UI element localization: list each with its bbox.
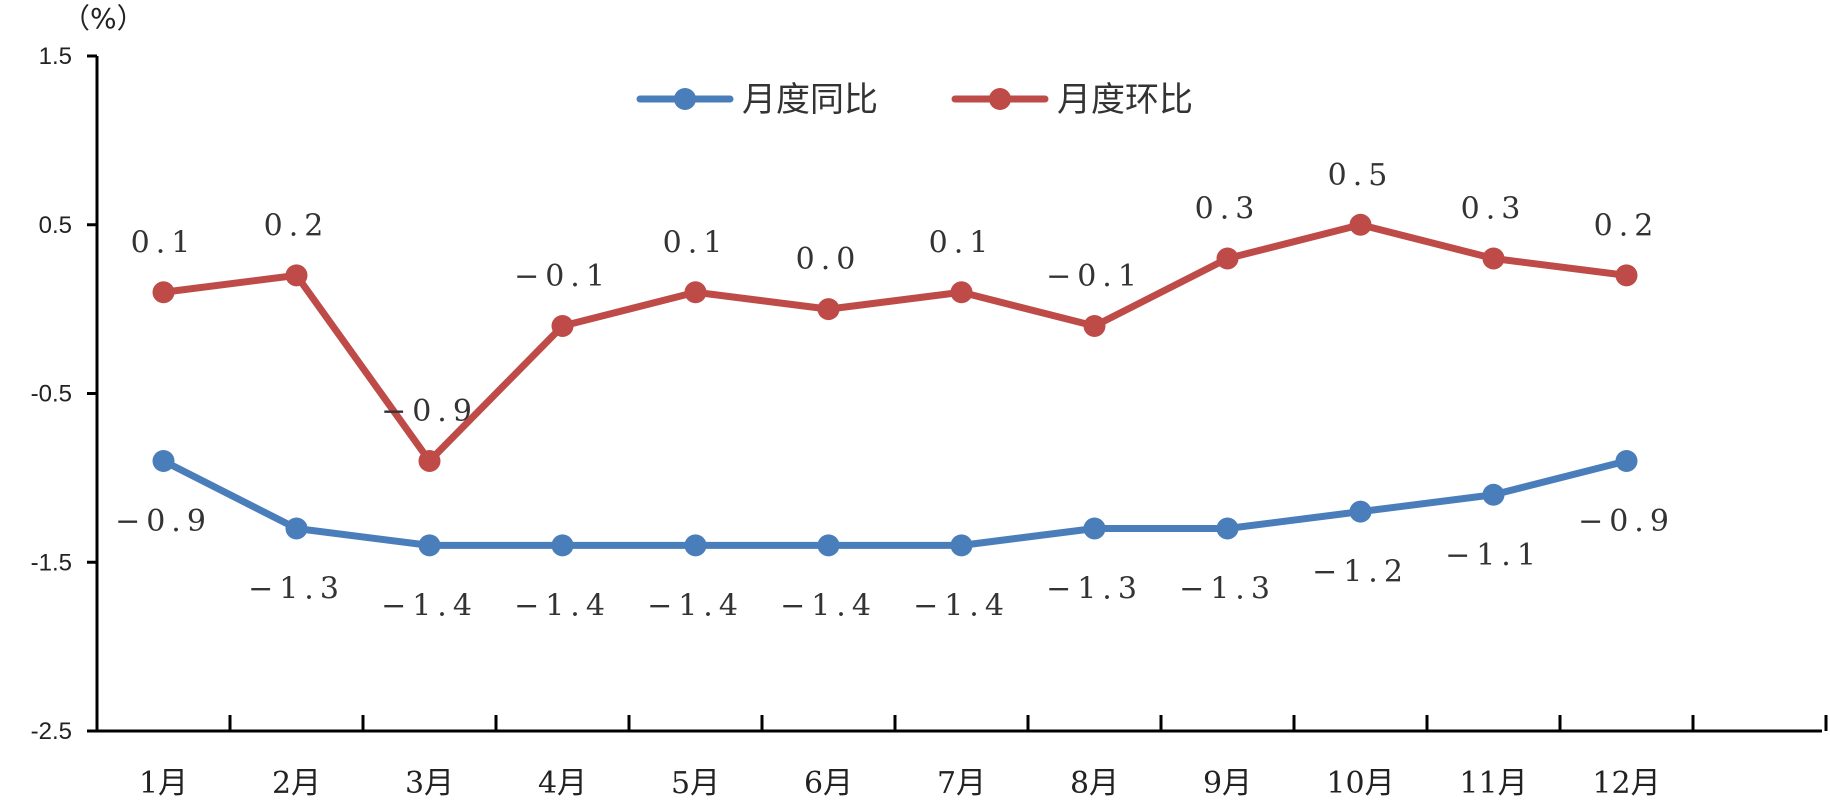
series-2-point	[684, 281, 707, 304]
y-tick-label: -2.5	[31, 718, 72, 745]
x-tick-label: 10月	[1326, 766, 1394, 801]
x-tick-labels: 1月 2月 3月 4月 5月 6月 7月 8月 9月 10月 11月 12月	[139, 766, 1661, 801]
series-2-point	[418, 450, 441, 472]
series-line-2	[160, 221, 1630, 465]
series-2-point	[950, 281, 973, 304]
series-1-data-label: −1.4	[780, 588, 877, 623]
legend: 月度同比 月度环比	[636, 80, 1193, 120]
y-tick-label: -0.5	[31, 381, 72, 408]
series-1-data-label: −1.4	[647, 588, 744, 623]
series-2-data-label: 0.1	[663, 225, 729, 260]
series-1-point	[817, 534, 840, 557]
series-2-data-label: 0.5	[1328, 158, 1394, 193]
series-1-point	[285, 517, 308, 540]
series-1-point	[551, 534, 574, 557]
x-tick-label: 11月	[1459, 766, 1527, 801]
x-tick-label: 1月	[139, 766, 188, 801]
series-2-data-label: 0.1	[929, 225, 995, 260]
series-1-point	[1083, 517, 1106, 540]
series-1-point	[1216, 517, 1239, 540]
series-2-data-label: −0.9	[381, 394, 478, 429]
series-1-point	[1349, 500, 1372, 523]
series-2-point	[1083, 315, 1106, 337]
series-1-data-label: −1.3	[248, 572, 345, 607]
series-2-point	[1482, 247, 1505, 270]
series-1-data-label: −1.4	[514, 588, 611, 623]
series-2-point	[817, 298, 840, 321]
x-tick-label: 9月	[1203, 766, 1252, 801]
series-2-data-label: 0.0	[796, 242, 862, 277]
x-tick-label: 6月	[804, 766, 853, 801]
series-2-data-label: 0.2	[1594, 208, 1660, 243]
legend-marker-2	[989, 88, 1011, 110]
series-2-data-label: −0.1	[1046, 259, 1143, 294]
series-2-point	[1349, 213, 1372, 236]
legend-label-1: 月度同比	[742, 80, 878, 120]
series-1-data-label: −1.3	[1179, 572, 1276, 607]
x-tick-label: 2月	[272, 766, 321, 801]
series-1-data-label: −1.1	[1445, 538, 1542, 573]
y-tick-label: 0.5	[39, 212, 72, 239]
x-tick-label: 3月	[405, 766, 454, 801]
legend-label-2: 月度环比	[1057, 80, 1193, 120]
series-1-data-label: −1.4	[913, 588, 1010, 623]
series-2-data-label: 0.3	[1195, 192, 1261, 227]
series-1-data-label: −0.9	[1578, 504, 1675, 539]
x-tick-label: 7月	[937, 766, 986, 801]
y-tick-labels: 1.5 0.5 -0.5 -1.5 -2.5	[31, 43, 72, 745]
x-tick-label: 8月	[1070, 766, 1119, 801]
series-1-point	[418, 534, 441, 557]
series-1-data-label: −1.2	[1312, 555, 1409, 590]
x-tick-label: 4月	[538, 766, 587, 801]
series-1-point	[684, 534, 707, 557]
series-2-data-label: 0.1	[131, 225, 197, 260]
series-1-point	[1615, 450, 1638, 472]
axes	[87, 54, 1828, 733]
series-2-data-label: 0.2	[264, 208, 330, 243]
series-line-1	[160, 457, 1630, 549]
series-1-data-label: −1.4	[381, 588, 478, 623]
y-tick-label: 1.5	[39, 43, 72, 70]
series-1-point	[1482, 483, 1505, 506]
series-2-point	[1216, 247, 1239, 270]
series-1-point	[152, 450, 175, 472]
series-1-data-label: −0.9	[115, 504, 212, 539]
series-1-data-label: −1.3	[1046, 572, 1143, 607]
series-1-point	[950, 534, 973, 557]
series-2-point	[551, 315, 574, 337]
data-labels: −0.9 −1.3 −1.4 −1.4 −1.4 −1.4 −1.4 −1.3 −1.3 −1.2…	[115, 158, 1675, 624]
series-2-data-label: 0.3	[1461, 192, 1527, 227]
y-axis-unit: （%）	[62, 2, 145, 35]
series-2-point	[1615, 264, 1638, 287]
series-2-data-label: −0.1	[514, 259, 611, 294]
y-tick-label: -1.5	[31, 549, 72, 576]
series	[152, 213, 1638, 557]
x-tick-label: 12月	[1592, 766, 1660, 801]
series-2-point	[152, 281, 175, 304]
series-2-point	[285, 264, 308, 287]
x-tick-label: 5月	[671, 766, 720, 801]
legend-marker-1	[674, 88, 696, 110]
